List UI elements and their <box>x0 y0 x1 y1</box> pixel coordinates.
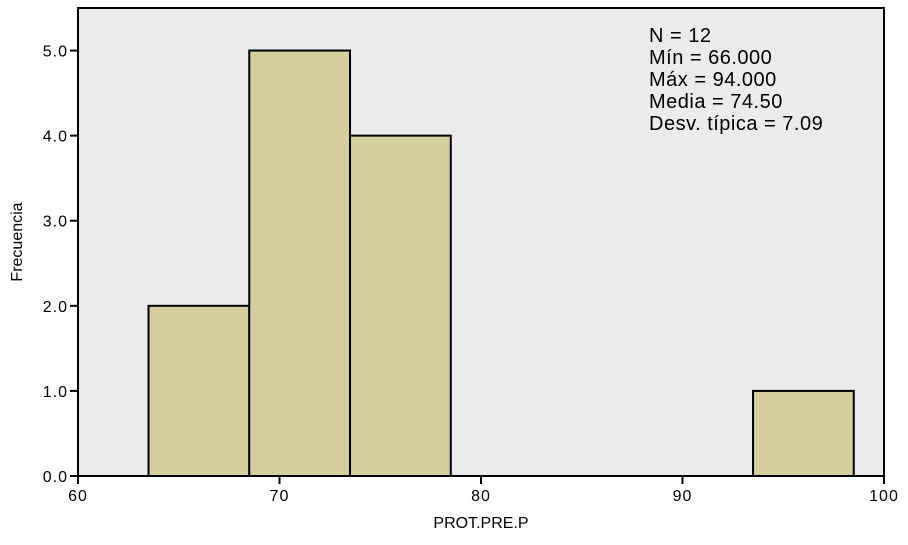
bars-group <box>147 49 855 478</box>
x-tick-label: 100 <box>869 488 899 505</box>
x-tick-label: 60 <box>68 488 88 505</box>
x-tick-label: 90 <box>673 488 693 505</box>
stats-line: Media = 74.50 <box>649 91 783 113</box>
y-tick-label: 4.0 <box>43 129 68 146</box>
histogram-bar-4 <box>752 389 855 477</box>
x-tick-label: 80 <box>471 488 491 505</box>
stats-line: Desv. típica = 7.09 <box>649 113 823 135</box>
histogram-bar-2 <box>248 49 352 478</box>
histogram-bar-1 <box>147 304 251 477</box>
y-tick-label: 2.0 <box>43 299 68 316</box>
y-axis: 0.0 1.0 2.0 3.0 4.0 5.0 <box>43 44 78 486</box>
stats-line: Mín = 66.000 <box>649 47 772 69</box>
y-tick-label: 5.0 <box>43 44 68 61</box>
x-axis: 60 70 80 90 100 <box>68 476 899 505</box>
y-axis-title: Frecuencia <box>9 202 26 281</box>
y-tick-label: 0.0 <box>43 469 68 486</box>
stats-line: N = 12 <box>649 25 711 47</box>
x-tick-label: 70 <box>270 488 290 505</box>
histogram-bar-3 <box>349 134 452 478</box>
x-axis-title: PROT.PRE.P <box>433 515 528 532</box>
y-tick-label: 3.0 <box>43 214 68 231</box>
stats-line: Máx = 94.000 <box>649 69 777 91</box>
y-tick-label: 1.0 <box>43 384 68 401</box>
